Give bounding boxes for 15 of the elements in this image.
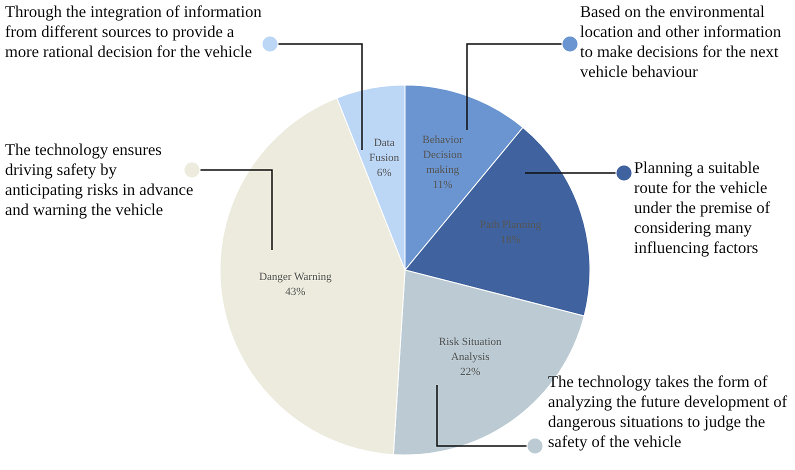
data-label: 22% xyxy=(460,366,480,378)
text: Based on the environmental location and other information to make decisions for the next vehicle behaviour xyxy=(580,2,782,82)
slice-label: Behavior Decision making xyxy=(422,134,464,176)
data-label: 43% xyxy=(285,286,306,298)
slice-label: Path Planning xyxy=(480,219,542,232)
slice-label: Risk Situation Analysis xyxy=(438,336,502,363)
text: Planning a suitable route for the vehicle under the premise of considering many influencing factors xyxy=(634,158,772,258)
text: The technology ensures driving safety by anticipating risks in advance and warning the vehicle xyxy=(5,140,194,220)
data-label: 11% xyxy=(432,179,452,192)
data-label: 6% xyxy=(376,166,392,179)
data-label: 18% xyxy=(500,234,521,246)
slice-label: Danger Warning xyxy=(259,270,332,283)
text: The technology takes the form of analyzing the future development of dangerous situations to judge the safety of the vehicle xyxy=(548,372,788,452)
slice-label: Data Fusion xyxy=(369,136,400,164)
text: Through the integration of information from different sources to provide a more rational decision for the vehicle xyxy=(5,2,263,62)
